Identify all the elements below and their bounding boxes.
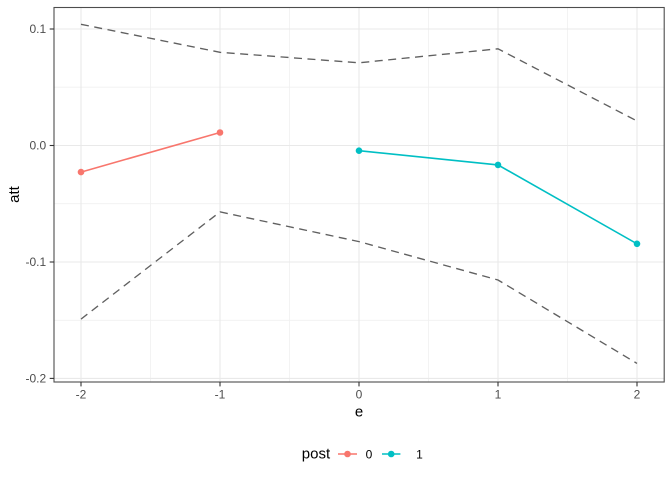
svg-text:0: 0 (366, 447, 373, 461)
svg-text:0.0: 0.0 (30, 139, 47, 153)
svg-text:e: e (355, 403, 363, 420)
svg-text:1: 1 (495, 388, 502, 402)
svg-text:0.1: 0.1 (30, 22, 47, 36)
svg-text:1: 1 (416, 447, 423, 461)
svg-text:-1: -1 (215, 388, 226, 402)
svg-text:att: att (6, 185, 23, 203)
svg-text:0: 0 (356, 388, 363, 402)
svg-text:post: post (302, 445, 331, 462)
svg-text:2: 2 (634, 388, 641, 402)
svg-text:-0.2: -0.2 (26, 372, 47, 386)
svg-text:-2: -2 (76, 388, 87, 402)
svg-text:-0.1: -0.1 (26, 255, 47, 269)
